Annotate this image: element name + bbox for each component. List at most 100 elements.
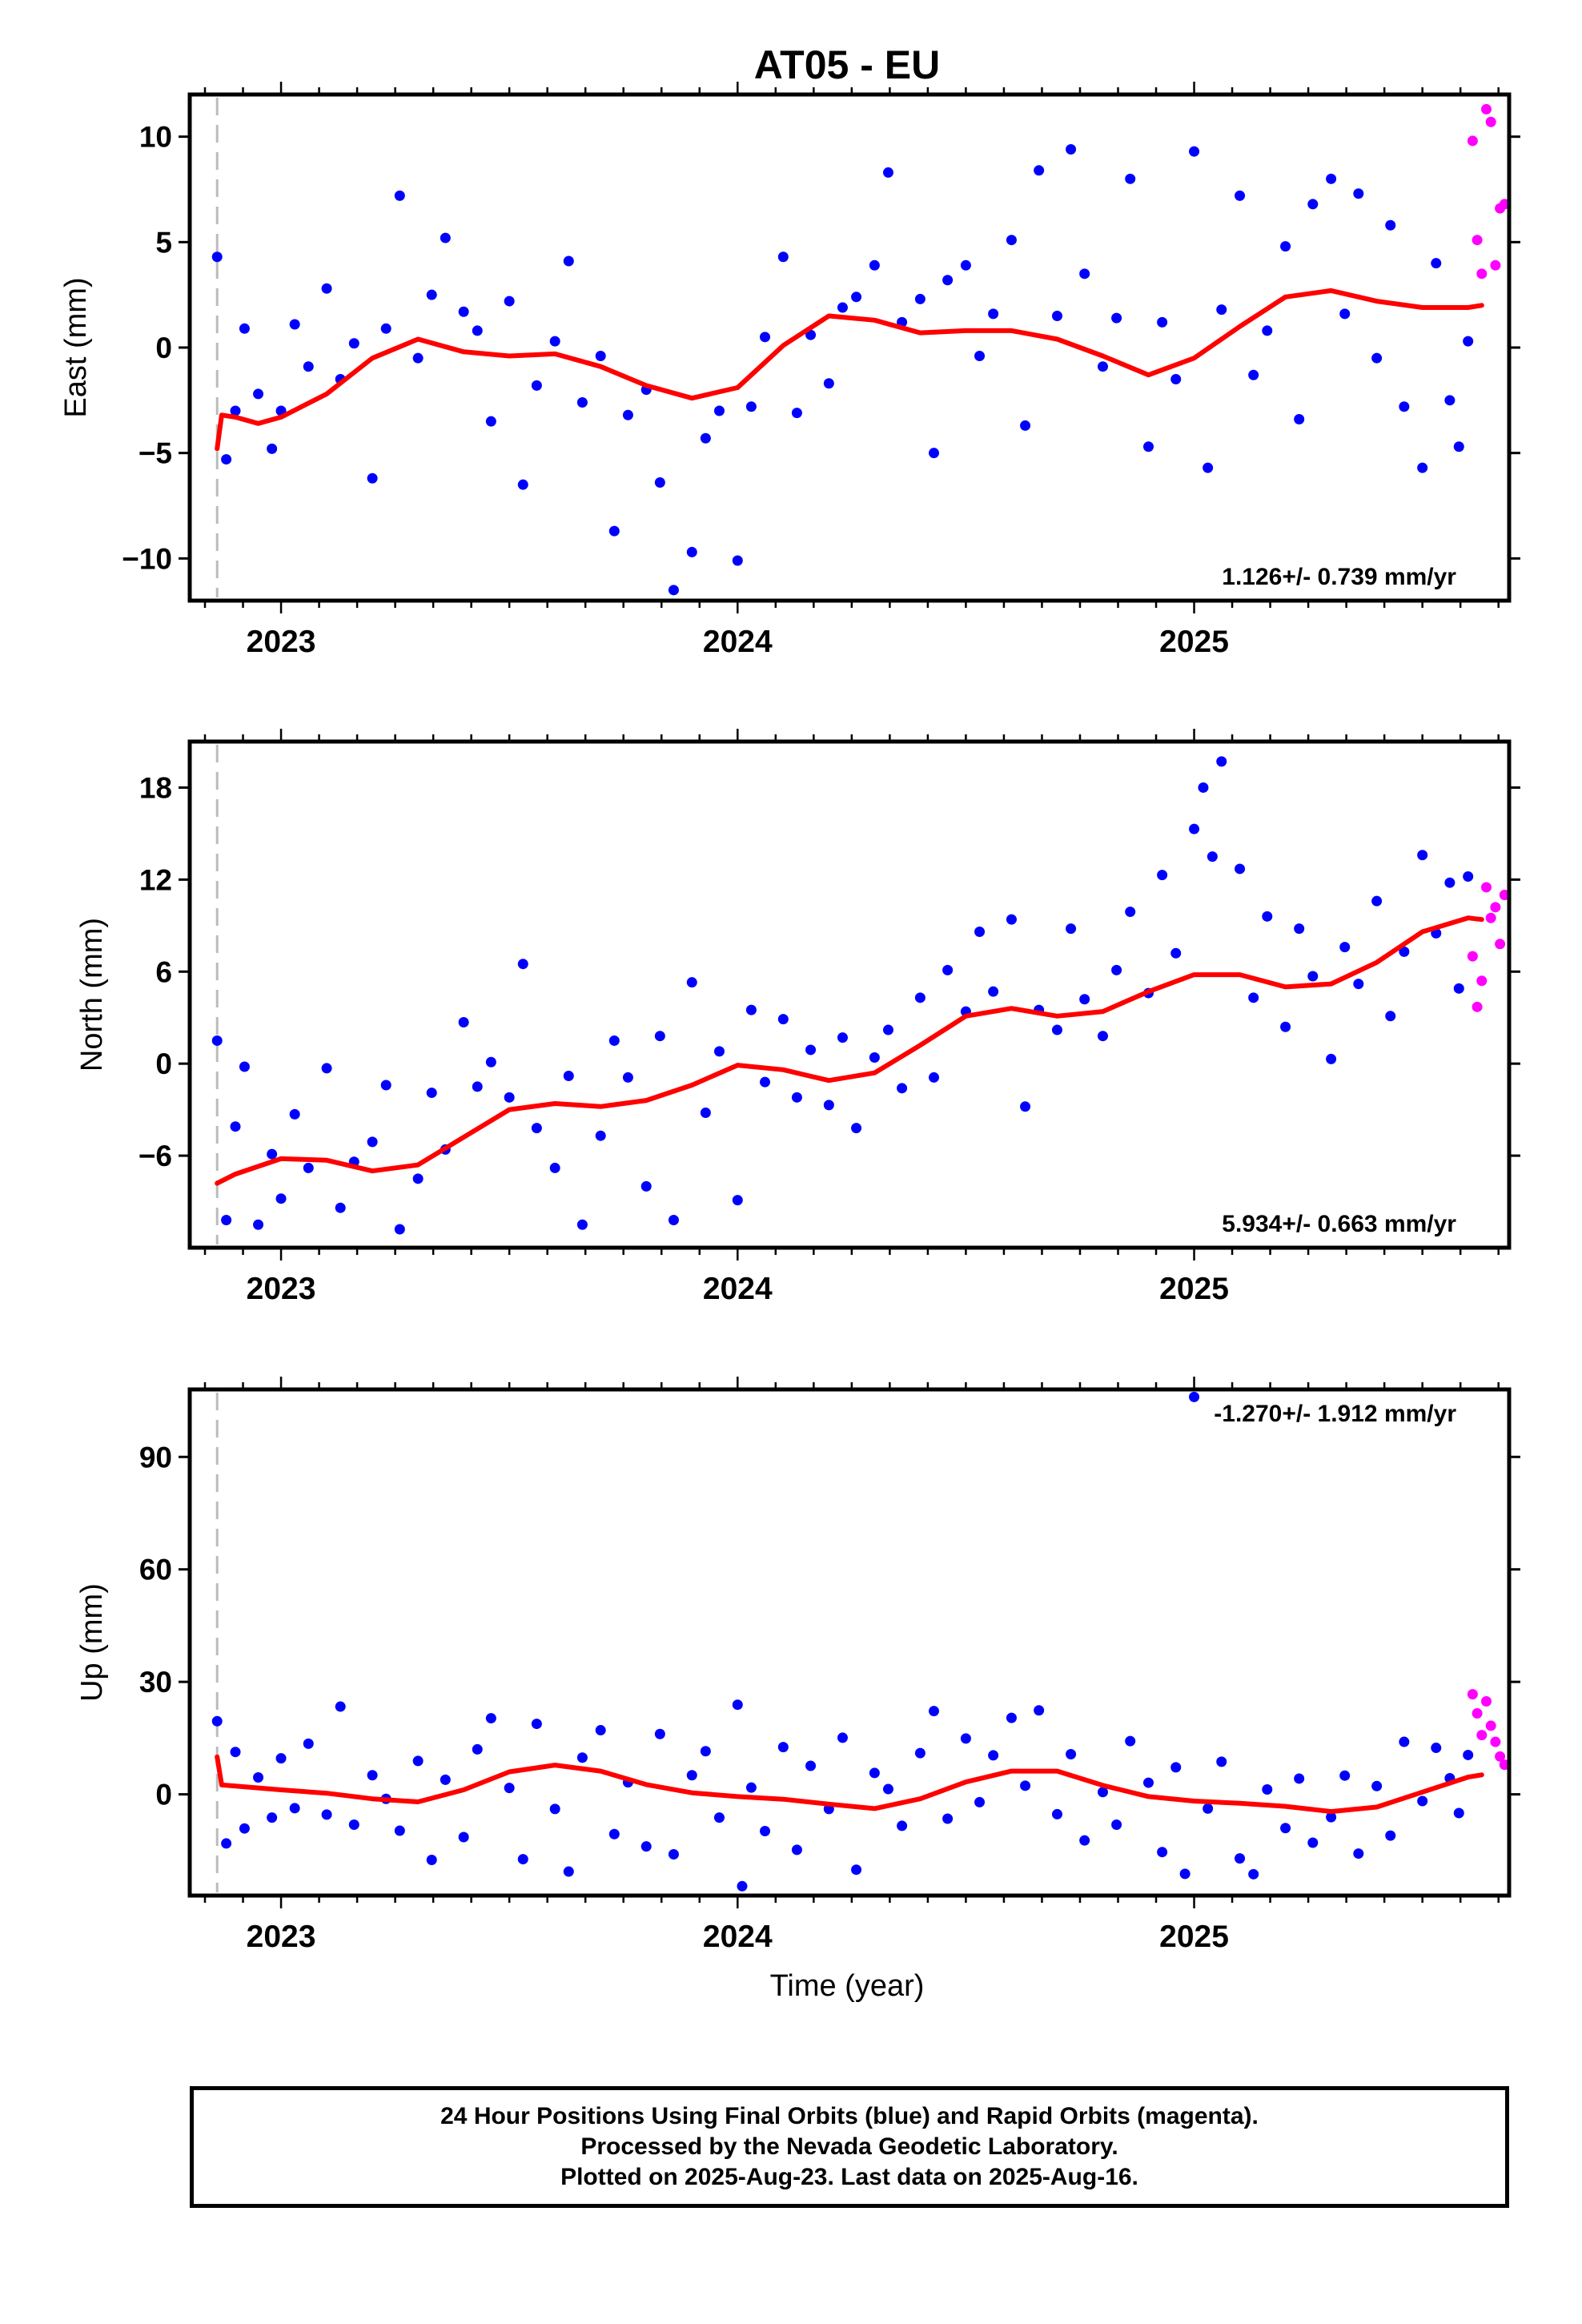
- final-orbit-point: [1399, 946, 1410, 957]
- final-orbit-point: [1444, 395, 1456, 406]
- x-tick-label: 2023: [247, 625, 316, 659]
- final-orbit-point: [211, 1035, 223, 1046]
- final-orbit-point: [823, 378, 834, 389]
- final-orbit-point: [239, 323, 250, 334]
- final-orbit-point: [1216, 1756, 1227, 1767]
- final-orbit-point: [805, 329, 817, 340]
- final-orbit-point: [1235, 190, 1246, 201]
- x-tick-label: 2024: [703, 1272, 773, 1306]
- rapid-orbit-point: [1476, 1730, 1488, 1741]
- final-orbit-point: [1125, 173, 1136, 184]
- final-orbit-point: [531, 1123, 542, 1134]
- final-orbit-point: [426, 1088, 437, 1099]
- final-orbit-point: [1307, 1837, 1319, 1848]
- final-orbit-point: [253, 1219, 264, 1230]
- final-orbit-point: [1189, 146, 1200, 157]
- final-orbit-point: [1463, 871, 1474, 883]
- final-orbit-point: [928, 1706, 939, 1717]
- final-orbit-point: [517, 959, 528, 970]
- final-orbit-point: [668, 1215, 679, 1226]
- final-orbit-point: [275, 1753, 287, 1764]
- rapid-orbit-point: [1472, 1707, 1483, 1719]
- final-orbit-point: [897, 1083, 908, 1094]
- final-orbit-point: [1371, 1780, 1383, 1791]
- rapid-orbit-point: [1490, 1736, 1501, 1747]
- y-axis-label: Up (mm): [75, 1583, 109, 1702]
- rapid-orbit-point: [1495, 939, 1506, 950]
- final-orbit-point: [823, 1100, 834, 1111]
- x-axis-label: Time (year): [770, 1969, 925, 2003]
- rapid-orbit-point: [1476, 268, 1488, 279]
- final-orbit-point: [472, 1743, 483, 1755]
- final-orbit-point: [458, 306, 469, 317]
- final-orbit-point: [791, 408, 802, 419]
- figure-title: AT05 - EU: [754, 42, 940, 87]
- final-orbit-point: [777, 1742, 789, 1753]
- rapid-orbit-point: [1480, 1695, 1492, 1707]
- final-orbit-point: [654, 477, 665, 489]
- final-orbit-point: [777, 1014, 789, 1025]
- final-orbit-point: [458, 1831, 469, 1843]
- final-orbit-point: [1280, 1823, 1291, 1834]
- final-orbit-point: [869, 259, 880, 271]
- final-orbit-point: [1385, 1830, 1396, 1841]
- final-orbit-point: [1248, 1868, 1259, 1880]
- final-orbit-point: [851, 1864, 862, 1876]
- final-orbit-point: [869, 1052, 880, 1063]
- final-orbit-point: [1262, 325, 1273, 336]
- final-orbit-point: [686, 1770, 697, 1781]
- final-orbit-point: [1399, 1736, 1410, 1747]
- final-orbit-point: [504, 296, 515, 307]
- final-orbit-point: [1248, 992, 1259, 1003]
- final-orbit-point: [1262, 1784, 1273, 1795]
- final-orbit-point: [289, 1108, 300, 1120]
- panel-frame: [187, 1387, 1512, 1898]
- final-orbit-point: [928, 448, 939, 459]
- rapid-orbit-point: [1467, 951, 1478, 962]
- final-orbit-point: [348, 1819, 359, 1831]
- final-orbit-point: [1417, 1795, 1428, 1807]
- final-orbit-point: [1097, 361, 1108, 372]
- final-orbit-point: [253, 388, 264, 400]
- final-orbit-point: [608, 525, 620, 537]
- final-orbit-point: [837, 1032, 848, 1043]
- footer-caption-box: 24 Hour Positions Using Final Orbits (bl…: [190, 2086, 1509, 2208]
- final-orbit-point: [1294, 1773, 1305, 1784]
- rapid-orbit-point: [1485, 116, 1496, 127]
- final-orbit-point: [595, 1725, 606, 1736]
- final-orbit-point: [1417, 462, 1428, 473]
- final-orbit-point: [1326, 1811, 1337, 1823]
- final-orbit-point: [988, 308, 999, 320]
- final-orbit-point: [380, 1080, 391, 1091]
- final-orbit-point: [485, 1056, 496, 1068]
- final-orbit-point: [576, 1752, 588, 1763]
- final-orbit-point: [1353, 1848, 1364, 1860]
- final-orbit-point: [1179, 1868, 1191, 1880]
- rapid-orbit-point: [1467, 1689, 1478, 1700]
- final-orbit-point: [335, 1202, 346, 1213]
- final-orbit-point: [737, 1880, 748, 1892]
- final-orbit-point: [700, 1746, 711, 1757]
- final-orbit-point: [745, 1782, 757, 1793]
- model-curve: [215, 287, 1484, 452]
- final-orbit-point: [289, 1803, 300, 1814]
- final-orbit-point: [1189, 1391, 1200, 1402]
- final-orbit-point: [928, 1072, 939, 1083]
- final-orbit-point: [1339, 942, 1351, 953]
- rapid-orbit-point: [1495, 1751, 1506, 1762]
- final-orbit-point: [1385, 219, 1396, 231]
- final-orbit-point: [942, 275, 954, 286]
- final-orbit-point: [211, 1715, 223, 1727]
- final-orbit-point: [1294, 923, 1305, 935]
- final-orbit-point: [1143, 441, 1154, 452]
- x-tick-label: 2023: [247, 1272, 316, 1306]
- panels: −10 −5 0 5 10 2023 2024 2025 East (mm) 1.126+/- 0…: [59, 82, 1520, 1954]
- final-orbit-point: [654, 1728, 665, 1739]
- final-orbit-point: [1463, 336, 1474, 347]
- final-orbit-point: [412, 1173, 424, 1184]
- final-orbit-point: [1198, 782, 1209, 793]
- panel-east: −10 −5 0 5 10 2023 2024 2025 East (mm) 1.126+/- 0…: [59, 82, 1520, 659]
- model-curve: [215, 915, 1484, 1186]
- final-orbit-point: [1417, 850, 1428, 861]
